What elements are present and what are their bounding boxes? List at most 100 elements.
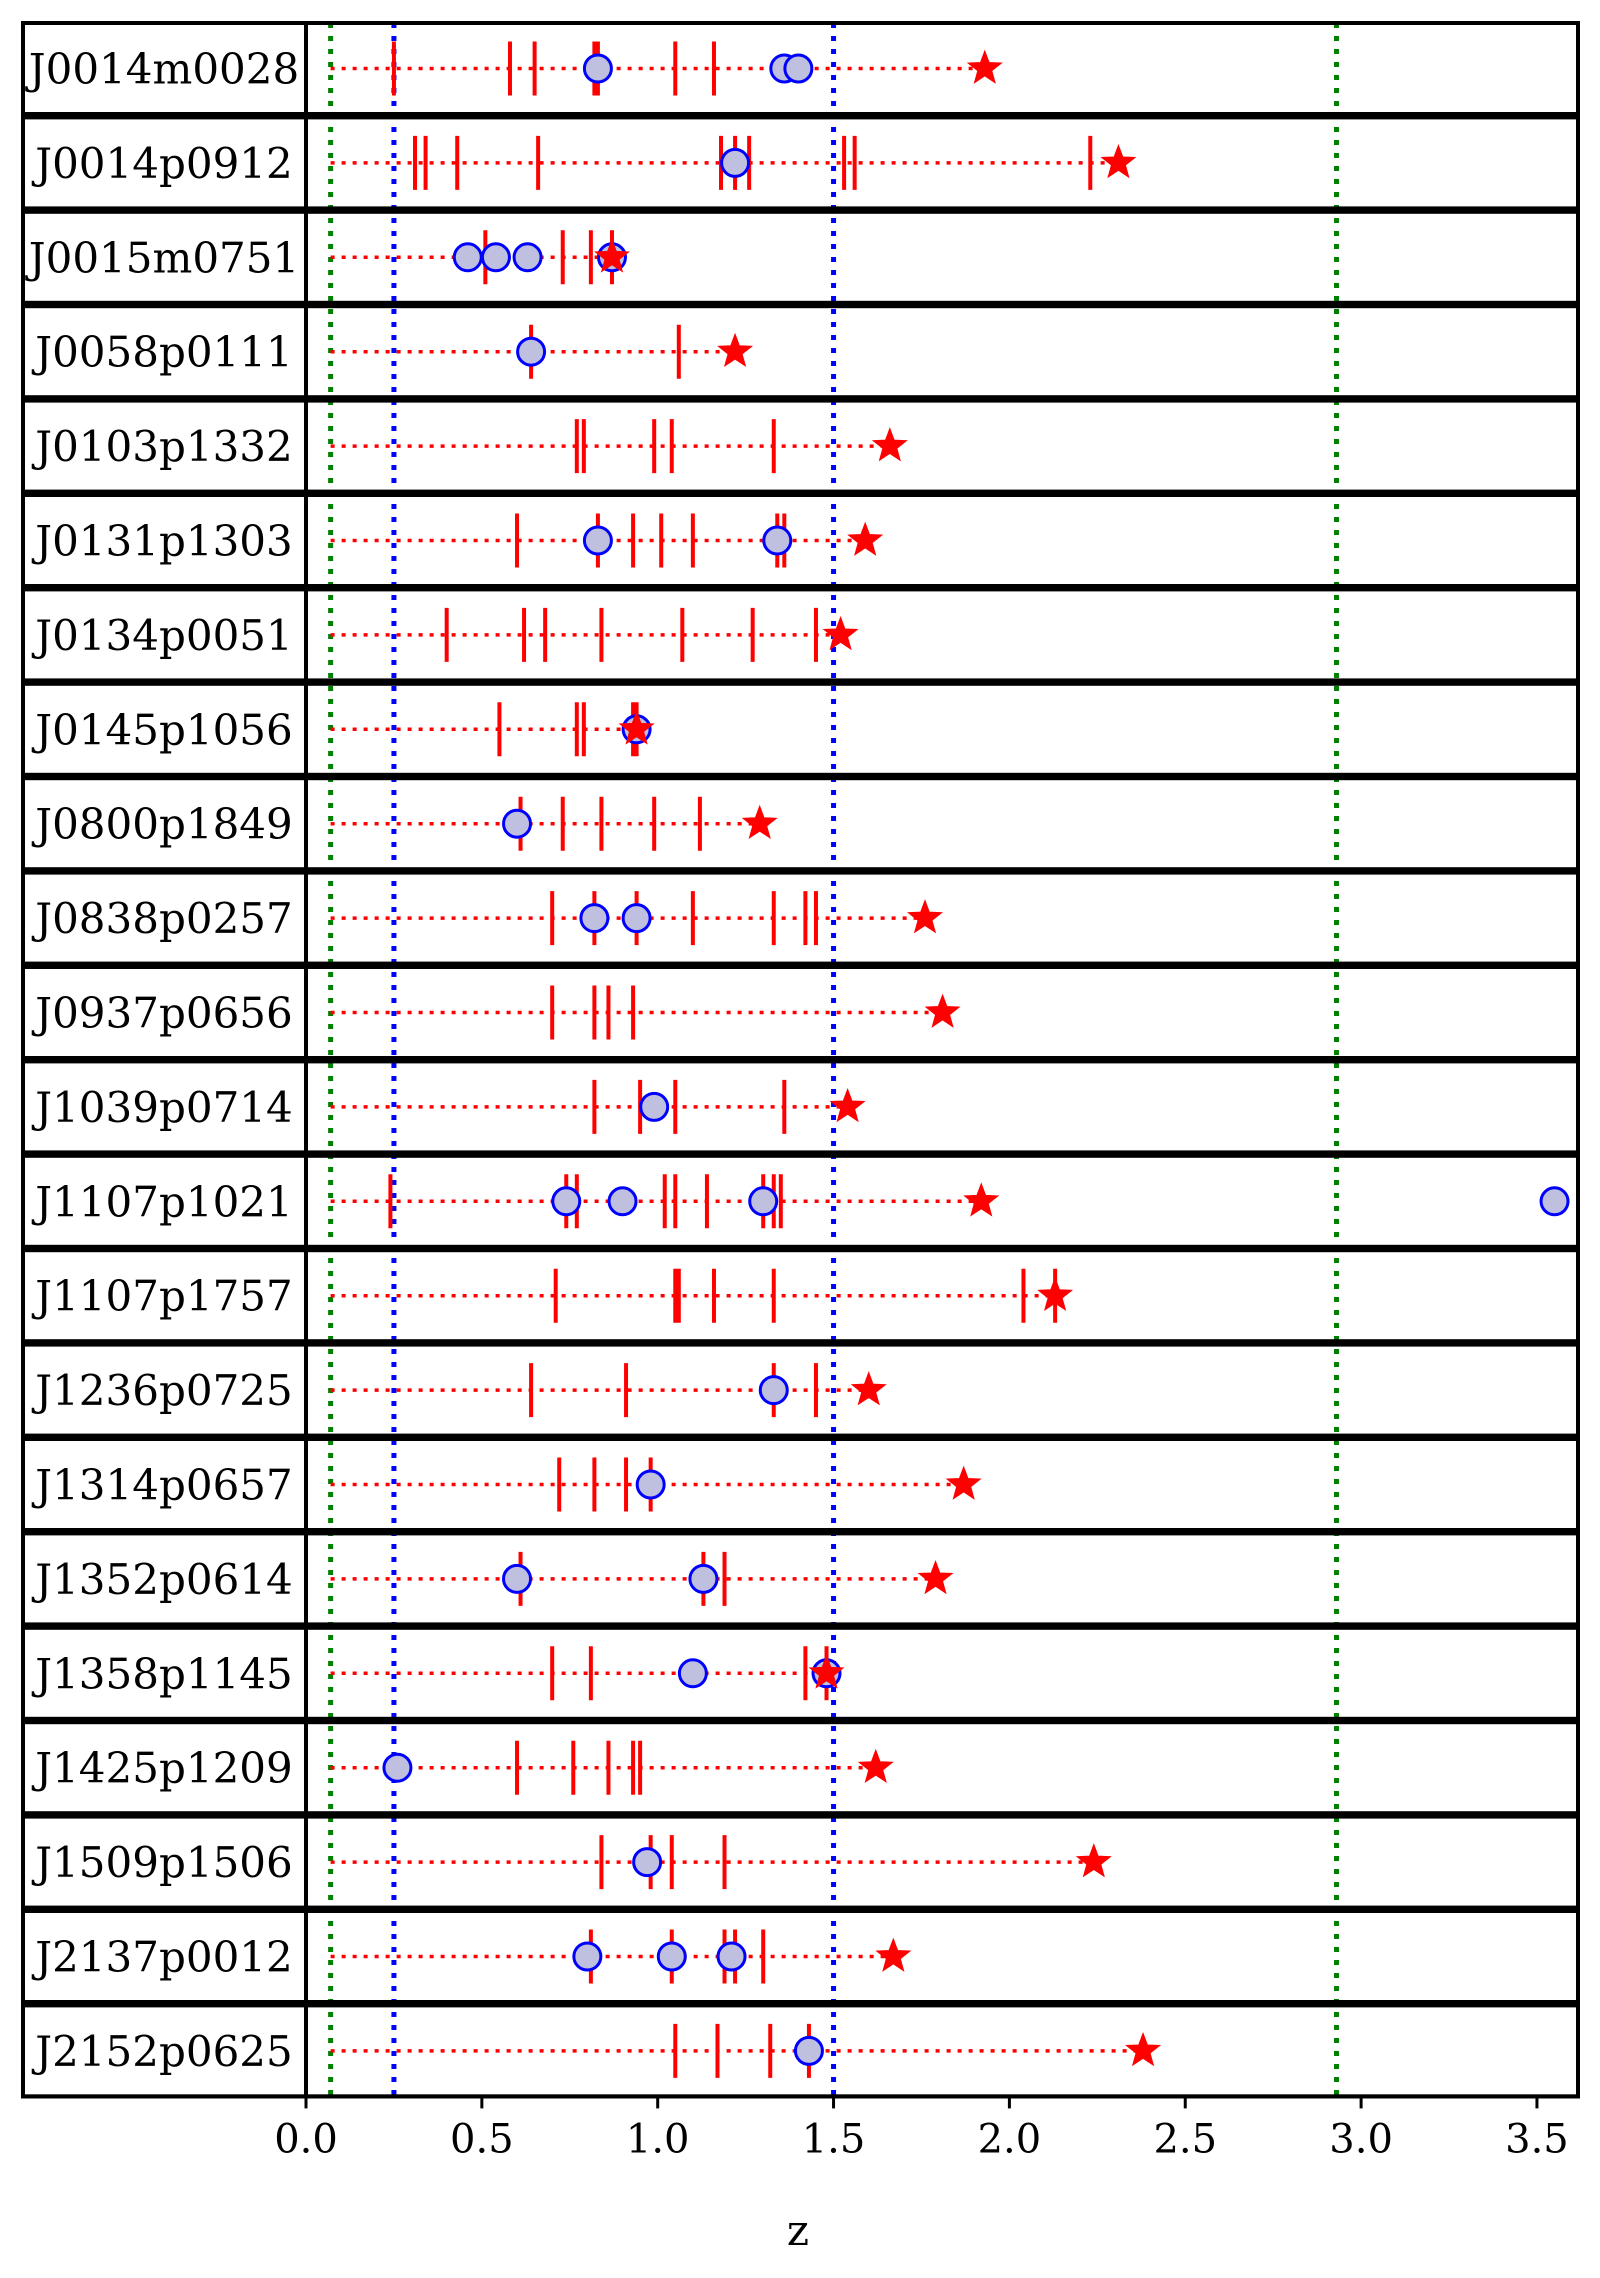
row-label: J0145p1056 [31, 705, 293, 754]
circle-marker-0 [516, 336, 547, 367]
row-label: J0131p1303 [31, 517, 293, 566]
row-label: J0015m0751 [25, 233, 299, 282]
row-J0131p1303: J0131p1303 [31, 513, 884, 568]
qso-star [822, 615, 859, 651]
circle-marker-0 [502, 808, 533, 839]
x-tick-label-3: 1.5 [802, 2116, 866, 2162]
qso-star [1100, 143, 1137, 179]
row-label: J1425p1209 [31, 1744, 293, 1793]
row-label: J1358p1145 [31, 1649, 293, 1698]
row-label: J2152p0625 [31, 2027, 293, 2076]
circle-marker-0 [572, 1941, 603, 1972]
row-J1352p0614: J1352p0614 [31, 1551, 954, 1606]
qso-star [1037, 1276, 1074, 1312]
x-tick-label-5: 2.5 [1153, 2116, 1217, 2162]
qso-star [717, 332, 754, 368]
row-J0014m0028: J0014m0028 [25, 41, 1003, 96]
circle-marker-0 [677, 1658, 708, 1689]
circle-marker-0 [502, 1563, 533, 1594]
row-J2137p0012: J2137p0012 [31, 1929, 912, 1984]
circle-marker-1 [480, 242, 511, 273]
circle-marker-0 [382, 1752, 413, 1783]
rows-layer: J0014m0028 J0014p0912 J0015m0751 J0058p0111… [25, 41, 1570, 2078]
row-J1236p0725: J1236p0725 [31, 1363, 887, 1418]
row-label: J0103p1332 [31, 422, 293, 471]
circle-marker-0 [793, 2035, 824, 2066]
row-label: J0838p0257 [31, 894, 293, 943]
circle-marker-2 [512, 242, 543, 273]
circle-marker-2 [716, 1941, 747, 1972]
qso-star [906, 899, 943, 934]
circle-marker-3 [1539, 1186, 1570, 1217]
x-axis: 0.0 0.5 1.0 1.5 2.0 2.5 3.0 3.5 z [274, 2096, 1569, 2255]
qso-star [917, 1559, 954, 1595]
row-J0103p1332: J0103p1332 [31, 419, 908, 474]
row-J0134p0051: J0134p0051 [31, 607, 859, 662]
row-J0015m0751: J0015m0751 [25, 230, 630, 285]
qso-star [1075, 1843, 1112, 1878]
circle-marker-0 [551, 1186, 582, 1217]
x-tick-label-6: 3.0 [1329, 2116, 1393, 2162]
row-label: J0014p0912 [31, 139, 293, 188]
row-label: J1509p1506 [31, 1838, 293, 1887]
x-tick-label-7: 3.5 [1505, 2116, 1569, 2162]
circle-marker-0 [579, 903, 610, 934]
row-label: J1352p0614 [31, 1555, 293, 1604]
circle-marker-1 [762, 525, 793, 556]
qso-star [963, 1182, 1000, 1217]
qso-star [847, 521, 884, 556]
row-J0014p0912: J0014p0912 [31, 135, 1137, 190]
x-tick-label-4: 2.0 [978, 2116, 1042, 2162]
qso-star [857, 1748, 894, 1784]
row-J1107p1757: J1107p1757 [31, 1268, 1074, 1323]
circle-marker-0 [635, 1469, 666, 1500]
qso-star [618, 710, 655, 745]
circle-marker-2 [748, 1186, 779, 1217]
circle-marker-0 [582, 53, 613, 84]
qso-star [871, 427, 908, 462]
qso-star [945, 1465, 982, 1500]
qso-star [1125, 2031, 1162, 2067]
row-J0937p0656: J0937p0656 [31, 985, 961, 1040]
qso-star [850, 1371, 887, 1406]
row-label: J1039p0714 [31, 1083, 293, 1132]
x-axis-label: z [787, 2206, 809, 2255]
row-label: J1314p0657 [31, 1461, 293, 1510]
circle-marker-0 [758, 1375, 789, 1406]
circle-marker-1 [607, 1186, 638, 1217]
circle-marker-2 [783, 53, 814, 84]
qso-star [875, 1937, 912, 1972]
row-label: J1107p1021 [31, 1177, 293, 1226]
qso-star [966, 49, 1003, 84]
row-label: J0800p1849 [31, 800, 293, 849]
circle-marker-0 [582, 525, 613, 556]
circle-marker-0 [452, 242, 483, 273]
qso-star [808, 1654, 845, 1689]
x-tick-label-0: 0.0 [274, 2116, 338, 2162]
x-tick-label-1: 0.5 [450, 2116, 514, 2162]
circle-marker-1 [688, 1563, 719, 1594]
row-label: J0058p0111 [31, 328, 293, 377]
qso-star [741, 804, 778, 840]
row-J2152p0625: J2152p0625 [31, 2023, 1162, 2078]
row-J1314p0657: J1314p0657 [31, 1457, 982, 1512]
row-J1358p1145: J1358p1145 [31, 1646, 845, 1701]
circle-marker-1 [656, 1941, 687, 1972]
x-tick-label-2: 1.0 [626, 2116, 690, 2162]
qso-star [593, 238, 630, 273]
circle-marker-0 [639, 1091, 670, 1122]
circle-marker-0 [632, 1847, 663, 1878]
row-J0058p0111: J0058p0111 [31, 324, 754, 379]
circle-marker-0 [720, 147, 751, 178]
row-label: J2137p0012 [31, 1933, 293, 1982]
frame-layer [21, 21, 1580, 2099]
row-J1039p0714: J1039p0714 [31, 1079, 866, 1134]
row-J1107p1021: J1107p1021 [31, 1174, 1570, 1229]
row-J0800p1849: J0800p1849 [31, 796, 778, 851]
qso-star [829, 1087, 866, 1123]
row-J1509p1506: J1509p1506 [31, 1835, 1112, 1890]
row-J0145p1056: J0145p1056 [31, 702, 655, 757]
circle-marker-1 [621, 903, 652, 934]
row-label: J1236p0725 [31, 1366, 293, 1415]
